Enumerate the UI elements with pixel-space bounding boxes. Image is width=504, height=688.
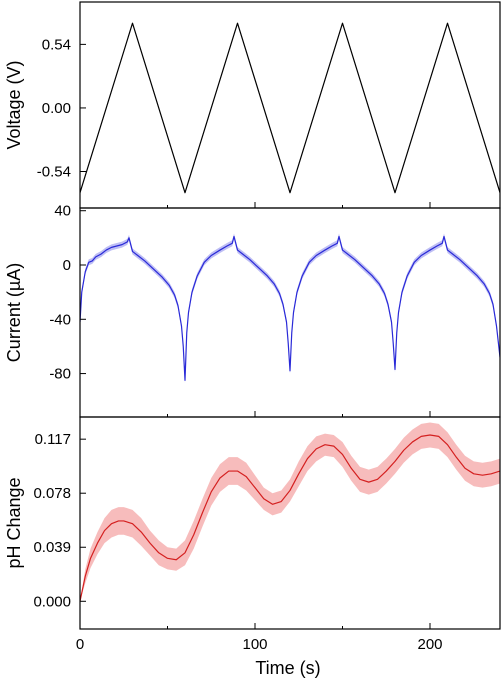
ph-ytick-label: 0.078 <box>33 485 71 502</box>
ph-ytick-label: 0.039 <box>33 539 71 556</box>
ph-xtick-label: 0 <box>76 636 84 653</box>
ph-series-line <box>80 434 500 602</box>
current-y-axis-label: Current (µA) <box>4 263 24 362</box>
voltage-plot-area <box>80 22 500 194</box>
ph-xtick-label: 100 <box>242 636 267 653</box>
ph-ytick-label: 0.000 <box>33 593 71 610</box>
voltage-ytick-label: 0.00 <box>42 100 71 117</box>
current-plot-area <box>80 233 500 384</box>
voltage-y-axis-label: Voltage (V) <box>4 60 24 149</box>
current-panel: 40 0 -40 -80 Current (µA) <box>4 203 501 418</box>
ph-error-band <box>80 422 500 602</box>
ph-panel: 0.117 0.078 0.039 0.000 pH Change 0 100 200 <box>4 416 501 653</box>
x-axis-label: Time (s) <box>255 658 320 678</box>
current-series-line <box>80 235 500 381</box>
voltage-ytick-label: -0.54 <box>37 164 71 181</box>
voltage-series-line <box>80 22 500 194</box>
current-ytick-label: 40 <box>54 203 71 220</box>
current-ytick-label: 0 <box>63 257 71 274</box>
ph-y-axis-label: pH Change <box>4 477 24 568</box>
ph-xtick-label: 200 <box>417 636 442 653</box>
panels: 0.54 0.00 -0.54 Voltage (V) 40 0 -40 -80 Current… <box>4 1 501 653</box>
current-ytick-label: -80 <box>49 366 71 383</box>
ph-ytick-label: 0.117 <box>35 431 71 448</box>
ph-plot-area <box>80 422 500 602</box>
ph-frame <box>79 416 501 630</box>
voltage-ytick-label: 0.54 <box>42 36 71 53</box>
current-ytick-label: -40 <box>49 311 71 328</box>
